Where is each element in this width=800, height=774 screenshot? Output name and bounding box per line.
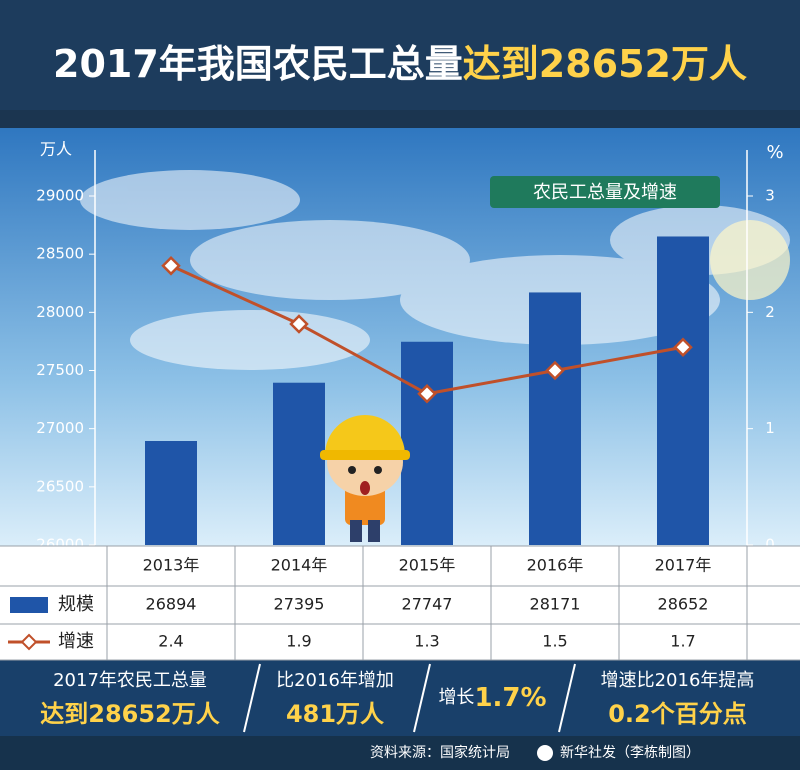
summary-item: 增长1.7%	[438, 683, 546, 713]
summary-value: 1.7%	[474, 683, 546, 713]
sun	[710, 220, 790, 300]
table-bg	[0, 546, 800, 660]
summary-text: 增长	[438, 687, 474, 708]
y2-tick-label: 1	[765, 419, 775, 437]
legend-label: 规模	[58, 594, 94, 615]
table-value: 2.4	[158, 632, 183, 651]
line-marker	[545, 360, 565, 381]
table-value: 1.3	[414, 632, 439, 651]
x-tick-label: 2013年	[143, 556, 200, 575]
y-tick-label: 26000	[36, 536, 84, 554]
legend-title: 农民工总量及增速	[533, 182, 677, 203]
legend-swatch	[10, 597, 48, 613]
summary-divider	[243, 663, 261, 733]
line-marker	[289, 314, 309, 334]
x-tick-label: 2014年	[271, 556, 328, 575]
legend-marker	[20, 633, 38, 651]
y2-unit: %	[766, 142, 783, 163]
bar	[145, 440, 197, 545]
legend-label: 增速	[58, 631, 94, 652]
title: 2017年我国农民工总量达到28652万人	[53, 42, 747, 86]
summary-band	[0, 660, 800, 736]
summary-divider	[413, 663, 431, 733]
y2-tick-label: 3	[765, 187, 775, 205]
table-value: 26894	[146, 595, 197, 614]
worker	[320, 415, 410, 542]
title-part: 2017年我国农民工总量	[53, 42, 463, 86]
logo	[537, 745, 553, 761]
table-value: 1.7	[670, 632, 695, 651]
table-value: 28652	[658, 595, 709, 614]
y-tick-label: 26500	[36, 477, 84, 495]
summary-value: 达到28652万人	[40, 700, 220, 728]
line-marker	[673, 337, 693, 358]
summary-text: 比2016年增加	[276, 670, 394, 691]
table-value: 27395	[274, 595, 325, 614]
line-marker	[161, 256, 181, 276]
table-value: 27747	[402, 595, 453, 614]
legend-box	[490, 176, 720, 208]
credit: 新华社发（李栋制图）	[560, 744, 700, 761]
x-tick-label: 2015年	[399, 556, 456, 575]
y-unit: 万人	[40, 140, 72, 159]
table-value: 1.9	[286, 632, 311, 651]
summary-value: 0.2个百分点	[608, 700, 747, 728]
y-tick-label: 27500	[36, 361, 84, 379]
bar	[273, 382, 325, 545]
y-tick-label: 27000	[36, 419, 84, 437]
y-tick-label: 28000	[36, 303, 84, 321]
title-part: 达到28652万人	[463, 42, 747, 86]
summary-text: 2017年农民工总量	[53, 670, 207, 691]
x-tick-label: 2017年	[655, 556, 712, 575]
y2-tick-label: 2	[765, 303, 775, 321]
y-tick-label: 29000	[36, 187, 84, 205]
summary-text: 增速比2016年提高	[601, 670, 755, 691]
footer-band	[0, 736, 800, 770]
table-value: 28171	[530, 595, 581, 614]
summary-value: 481万人	[286, 700, 384, 728]
bar	[401, 341, 453, 545]
bar	[529, 292, 581, 545]
table-value: 1.5	[542, 632, 567, 651]
header-band	[0, 0, 800, 110]
summary-divider	[558, 663, 576, 733]
x-tick-label: 2016年	[527, 556, 584, 575]
bar	[657, 236, 709, 545]
y-tick-label: 28500	[36, 245, 84, 263]
source: 资料来源：国家统计局	[370, 744, 510, 761]
y2-tick-label: 0	[765, 536, 775, 554]
line-marker	[417, 383, 437, 404]
